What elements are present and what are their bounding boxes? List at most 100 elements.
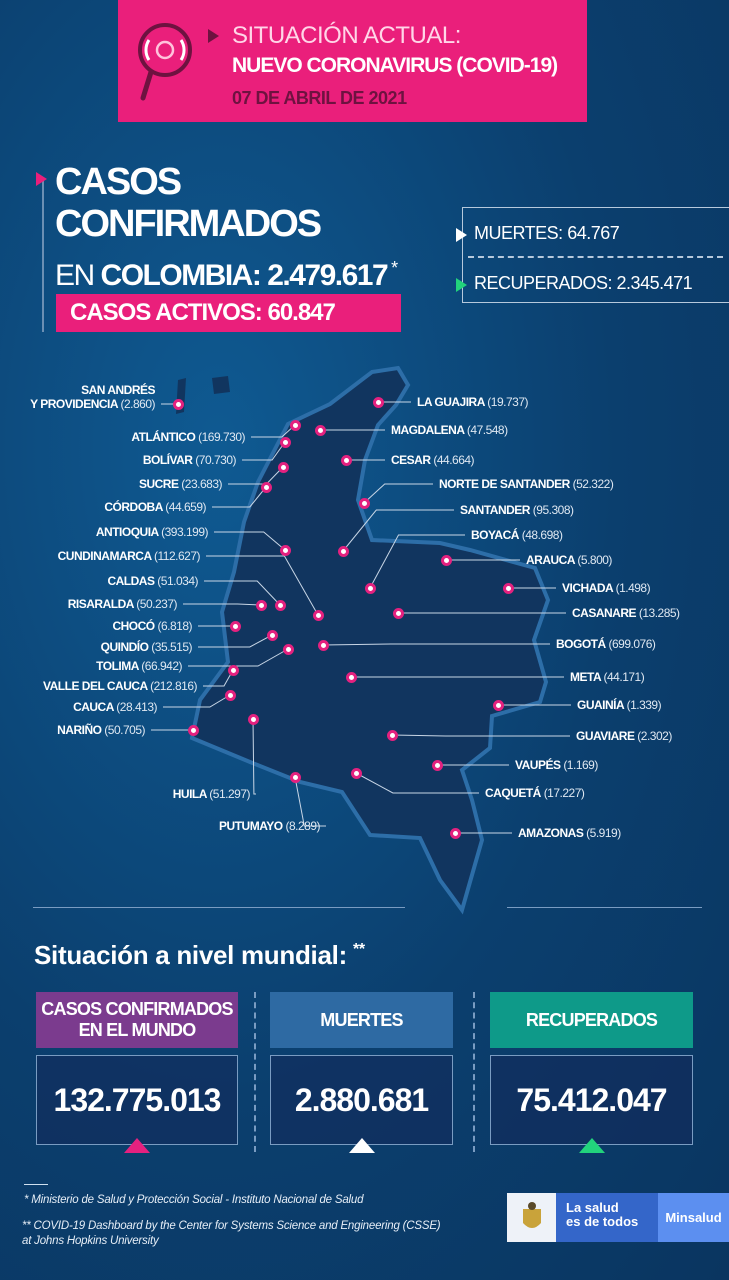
department-cases: (2.302) xyxy=(637,729,672,743)
department-marker[interactable] xyxy=(340,454,352,466)
department-label: TOLIMA (66.942) xyxy=(96,659,182,673)
magnifier-virus-icon xyxy=(138,23,192,101)
department-cases: (1.169) xyxy=(563,758,598,772)
label-line: MUERTES xyxy=(320,1009,403,1030)
department-marker[interactable] xyxy=(289,419,301,431)
department-marker[interactable] xyxy=(358,497,370,509)
department-cases: (51.297) xyxy=(209,787,250,801)
colombia-shape xyxy=(189,365,551,915)
department-marker[interactable] xyxy=(337,545,349,557)
department-marker[interactable] xyxy=(449,827,461,839)
arrow-up-icon xyxy=(348,1138,375,1153)
department-label: BOGOTÁ (699.076) xyxy=(556,637,656,651)
department-marker[interactable] xyxy=(492,699,504,711)
department-label: PUTUMAYO (8.289) xyxy=(219,819,320,833)
world-asterisk: ** xyxy=(352,941,365,959)
department-marker[interactable] xyxy=(350,767,362,779)
department-label: SUCRE (23.683) xyxy=(138,477,223,491)
department-marker[interactable] xyxy=(227,664,239,676)
department-marker[interactable] xyxy=(260,481,272,493)
department-marker[interactable] xyxy=(392,607,404,619)
department-marker[interactable] xyxy=(372,396,384,408)
department-marker[interactable] xyxy=(266,629,278,641)
leader-line xyxy=(206,555,319,616)
department-name: BOGOTÁ xyxy=(556,637,606,651)
department-label: VAUPÉS (1.169) xyxy=(515,758,598,772)
world-card-value: 132.775.013 xyxy=(36,1055,238,1145)
leader-line xyxy=(391,734,570,737)
department-label: SANTANDER (95.308) xyxy=(460,503,574,517)
department-name: BOYACÁ xyxy=(471,528,519,542)
department-cases: (1.339) xyxy=(626,698,662,712)
leader-line xyxy=(355,772,479,794)
department-name: VALLE DEL CAUCA xyxy=(43,679,148,693)
department-label: CÓRDOBA (44.659) xyxy=(104,500,206,514)
department-marker[interactable] xyxy=(317,639,329,651)
department-marker[interactable] xyxy=(345,671,357,683)
department-cases: (2.860) xyxy=(120,397,155,411)
label-line: EN EL MUNDO xyxy=(78,1020,197,1040)
department-marker[interactable] xyxy=(279,436,291,448)
department-marker[interactable] xyxy=(247,713,259,725)
department-name: NARIÑO xyxy=(57,723,102,737)
department-marker[interactable] xyxy=(440,554,452,566)
department-marker[interactable] xyxy=(224,689,236,701)
department-marker[interactable] xyxy=(289,771,301,783)
department-marker[interactable] xyxy=(364,582,376,594)
label-line: CASOS CONFIRMADOS xyxy=(41,999,233,1019)
department-cases: (70.730) xyxy=(195,453,236,467)
department-marker[interactable] xyxy=(314,424,326,436)
department-label: CHOCÓ (6.818) xyxy=(112,619,192,633)
department-name: AMAZONAS xyxy=(518,826,584,840)
department-label: RISARALDA (50.237) xyxy=(67,597,178,611)
department-marker[interactable] xyxy=(386,729,398,741)
deaths-label: MUERTES: xyxy=(474,223,563,243)
department-label: CAUCA (28.413) xyxy=(73,700,157,714)
department-name: SUCRE xyxy=(138,477,179,491)
recovered-label: RECUPERADOS: xyxy=(474,273,613,293)
department-label: ANTIOQUIA (393.199) xyxy=(96,525,209,539)
leader-line xyxy=(322,643,550,646)
department-name: CESAR xyxy=(391,453,431,467)
department-marker[interactable] xyxy=(502,582,514,594)
department-name: RISARALDA xyxy=(67,597,134,611)
department-marker[interactable] xyxy=(312,609,324,621)
dashed-divider xyxy=(254,992,256,1152)
department-marker[interactable] xyxy=(255,599,267,611)
world-card-value: 75.412.047 xyxy=(490,1055,693,1145)
department-label: GUAVIARE (2.302) xyxy=(576,729,672,743)
world-card-value: 2.880.681 xyxy=(270,1055,453,1145)
department-label: HUILA (51.297) xyxy=(172,787,251,801)
department-name: HUILA xyxy=(172,787,207,801)
leader-line xyxy=(163,694,231,708)
department-marker[interactable] xyxy=(187,724,199,736)
department-cases: (47.548) xyxy=(466,423,508,437)
leader-line xyxy=(183,603,262,606)
department-marker[interactable] xyxy=(279,544,291,556)
colombia-map xyxy=(151,365,571,915)
department-label: QUINDÍO (35.515) xyxy=(101,640,193,654)
triangle-bullet-icon xyxy=(456,228,467,242)
department-name: CASANARE xyxy=(572,606,637,620)
islands-shape xyxy=(176,376,230,414)
logo-line1: La salud xyxy=(566,1200,619,1215)
department-cases: (95.308) xyxy=(532,503,574,517)
department-marker[interactable] xyxy=(282,643,294,655)
department-cases: (44.659) xyxy=(165,500,206,514)
department-cases: (6.818) xyxy=(157,619,192,633)
arrow-up-icon xyxy=(578,1138,605,1153)
world-title: Situación a nivel mundial: xyxy=(34,940,347,970)
header-date: 07 DE ABRIL DE 2021 xyxy=(232,88,407,108)
recovered-value: 2.345.471 xyxy=(616,273,693,293)
department-cases: (51.034) xyxy=(157,574,198,588)
leader-line xyxy=(198,634,273,648)
department-marker[interactable] xyxy=(172,398,184,410)
department-marker[interactable] xyxy=(431,759,443,771)
department-cases: (52.322) xyxy=(572,477,614,491)
leader-line xyxy=(294,776,326,827)
department-marker[interactable] xyxy=(229,620,241,632)
department-marker[interactable] xyxy=(277,461,289,473)
department-marker[interactable] xyxy=(274,599,286,611)
leader-line xyxy=(242,441,286,461)
department-name: BOLÍVAR xyxy=(142,453,193,467)
